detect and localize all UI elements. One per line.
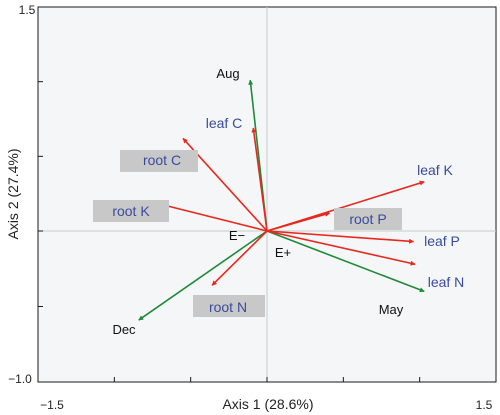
vector-may — [266, 230, 425, 293]
vector-leaf-n — [266, 230, 416, 266]
vector-label-leaf-n: leaf N — [428, 274, 465, 290]
vector-label-root-p: root P — [349, 211, 386, 227]
x-axis-ticks — [37, 377, 497, 382]
labels-layer: Aug May Dec E− E+ leaf C root C root K leaf K roo… — [93, 66, 464, 337]
label-box-root-n — [193, 295, 265, 317]
y-axis-title: Axis 2 (27.4%) — [5, 148, 21, 239]
vector-dec — [138, 230, 268, 321]
label-box-root-p — [334, 208, 402, 230]
vector-label-root-n: root N — [209, 299, 247, 315]
vector-root-n — [211, 230, 268, 286]
vector-label-eplus: E+ — [275, 245, 291, 260]
x-axis-title: Axis 1 (28.6%) — [222, 396, 313, 412]
vector-label-aug: Aug — [216, 66, 239, 81]
vector-label-dec: Dec — [112, 322, 136, 337]
vector-label-root-c: root C — [143, 152, 181, 168]
x-tick-label-min: −1.5 — [40, 398, 64, 412]
vector-leaf-c — [251, 127, 268, 232]
vector-label-leaf-c: leaf C — [206, 115, 243, 131]
vector-label-root-k: root K — [112, 203, 150, 219]
y-axis-ticks — [38, 6, 43, 383]
vector-root-p — [266, 211, 331, 232]
y-tick-label-max: 1.5 — [19, 3, 36, 17]
y-tick-label-min: −1.0 — [8, 372, 32, 386]
label-box-root-c — [120, 150, 198, 172]
vector-label-leaf-k: leaf K — [417, 162, 453, 178]
vector-root-k — [159, 202, 268, 232]
label-box-root-k — [93, 200, 169, 222]
vector-label-leaf-p: leaf P — [424, 233, 460, 249]
x-tick-label-max: 1.5 — [476, 398, 493, 412]
vector-label-eminus: E− — [229, 228, 245, 243]
vectors-layer — [138, 79, 425, 321]
vector-leaf-p — [266, 230, 415, 244]
vector-label-may: May — [379, 302, 404, 317]
